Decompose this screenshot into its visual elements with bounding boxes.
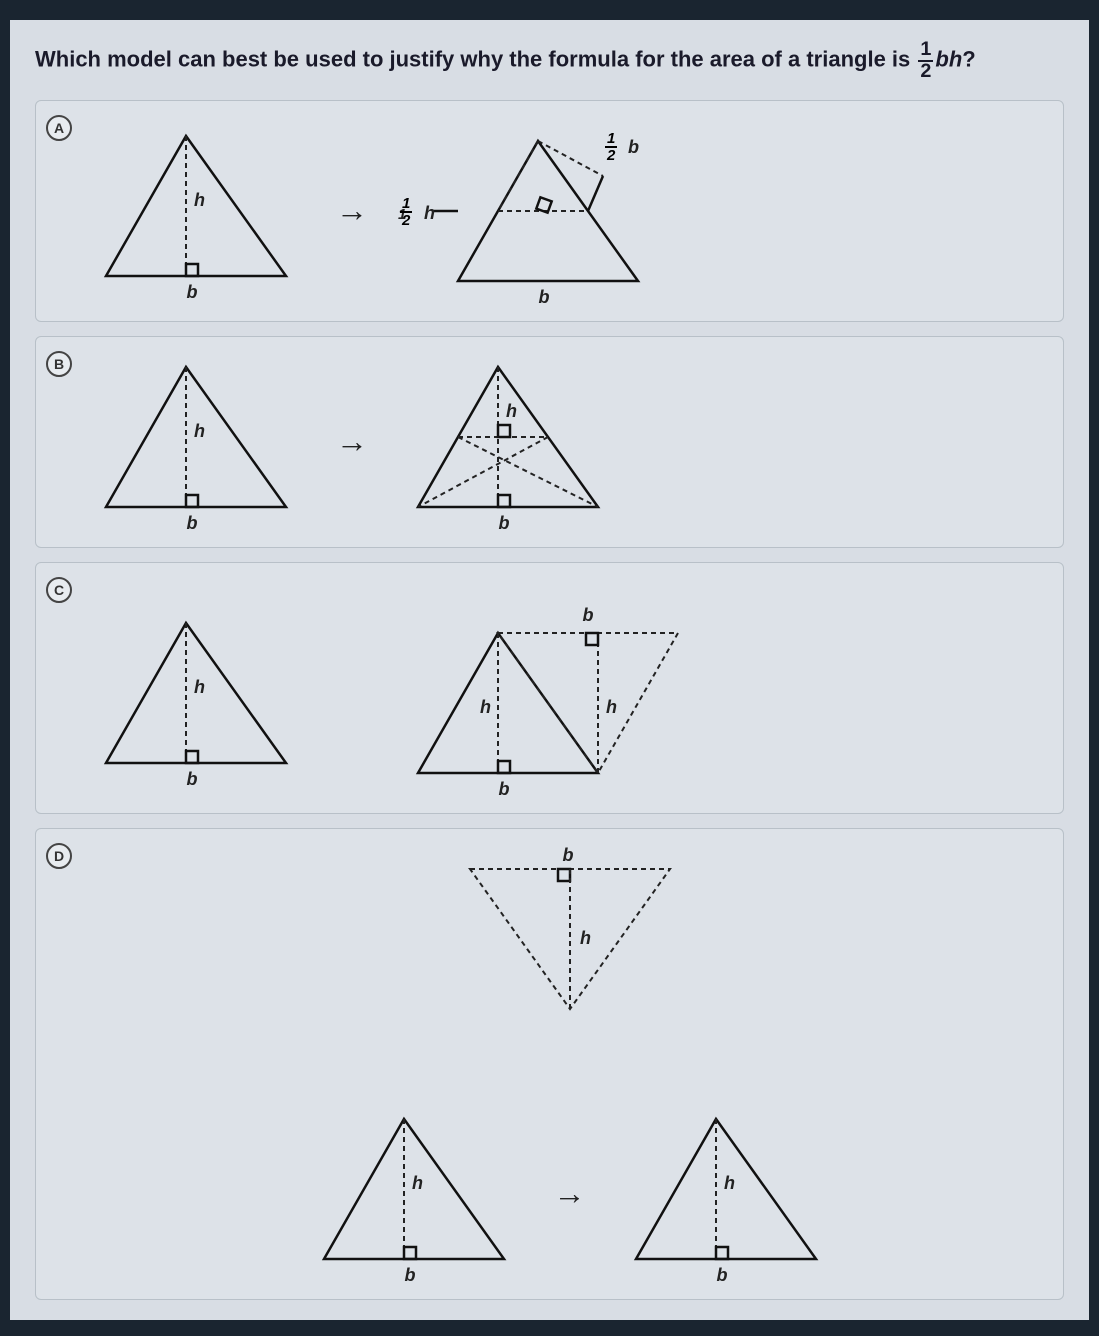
svg-text:b: b: [499, 513, 510, 533]
option-a-badge: A: [46, 115, 72, 141]
option-b-diagrams: h b → h b: [86, 347, 1053, 537]
svg-text:b: b: [562, 845, 573, 865]
option-b-left-figure: h b: [86, 347, 306, 537]
svg-text:h: h: [194, 677, 205, 697]
svg-text:b: b: [539, 287, 550, 307]
svg-text:h: h: [606, 697, 617, 717]
option-c-right-figure: h h b b: [398, 573, 718, 803]
svg-text:h: h: [506, 401, 517, 421]
arrow-icon: →: [336, 192, 368, 229]
svg-text:h: h: [480, 697, 491, 717]
option-d-right-figure: h b: [616, 1099, 836, 1289]
option-c-left-figure: h b: [86, 583, 306, 793]
option-c[interactable]: C h b → h h b b: [35, 562, 1064, 814]
svg-text:h: h: [424, 203, 435, 223]
svg-text:b: b: [404, 1265, 415, 1285]
option-c-diagrams: h b → h h b b: [86, 573, 1053, 803]
svg-text:b: b: [499, 779, 510, 799]
option-d-top-figure: b h: [430, 839, 710, 1089]
question-prefix: Which model can best be used to justify …: [35, 47, 916, 72]
option-b[interactable]: B h b → h b: [35, 336, 1064, 548]
svg-text:b: b: [187, 769, 198, 789]
option-a-left-figure: h b: [86, 116, 306, 306]
question-page: Which model can best be used to justify …: [10, 20, 1089, 1320]
svg-text:b: b: [187, 513, 198, 533]
svg-text:b: b: [583, 605, 594, 625]
option-a-diagrams: h b → 1: [86, 111, 1053, 311]
option-d-badge: D: [46, 843, 72, 869]
svg-text:h: h: [412, 1173, 423, 1193]
svg-text:h: h: [580, 928, 591, 948]
svg-text:h: h: [194, 421, 205, 441]
option-d-diagrams: b h h b → h: [86, 839, 1053, 1289]
arrow-icon: →: [554, 1175, 586, 1212]
fraction-half: 1 2: [916, 40, 935, 82]
option-d[interactable]: D b h h b →: [35, 828, 1064, 1300]
svg-text:h: h: [724, 1173, 735, 1193]
svg-text:b: b: [187, 282, 198, 302]
option-c-badge: C: [46, 577, 72, 603]
question-text: Which model can best be used to justify …: [35, 40, 1064, 82]
arrow-icon: →: [336, 423, 368, 460]
question-mark: ?: [962, 47, 975, 72]
svg-text:b: b: [628, 137, 639, 157]
option-a[interactable]: A h b →: [35, 100, 1064, 322]
option-d-left-figure: h b: [304, 1099, 524, 1289]
svg-text:b: b: [716, 1265, 727, 1285]
option-b-badge: B: [46, 351, 72, 377]
svg-text:h: h: [194, 190, 205, 210]
option-a-right-figure: 1 1 2 h 1 2 b b: [398, 111, 698, 311]
option-b-right-figure: h b: [398, 347, 638, 537]
question-var: bh: [935, 47, 962, 72]
